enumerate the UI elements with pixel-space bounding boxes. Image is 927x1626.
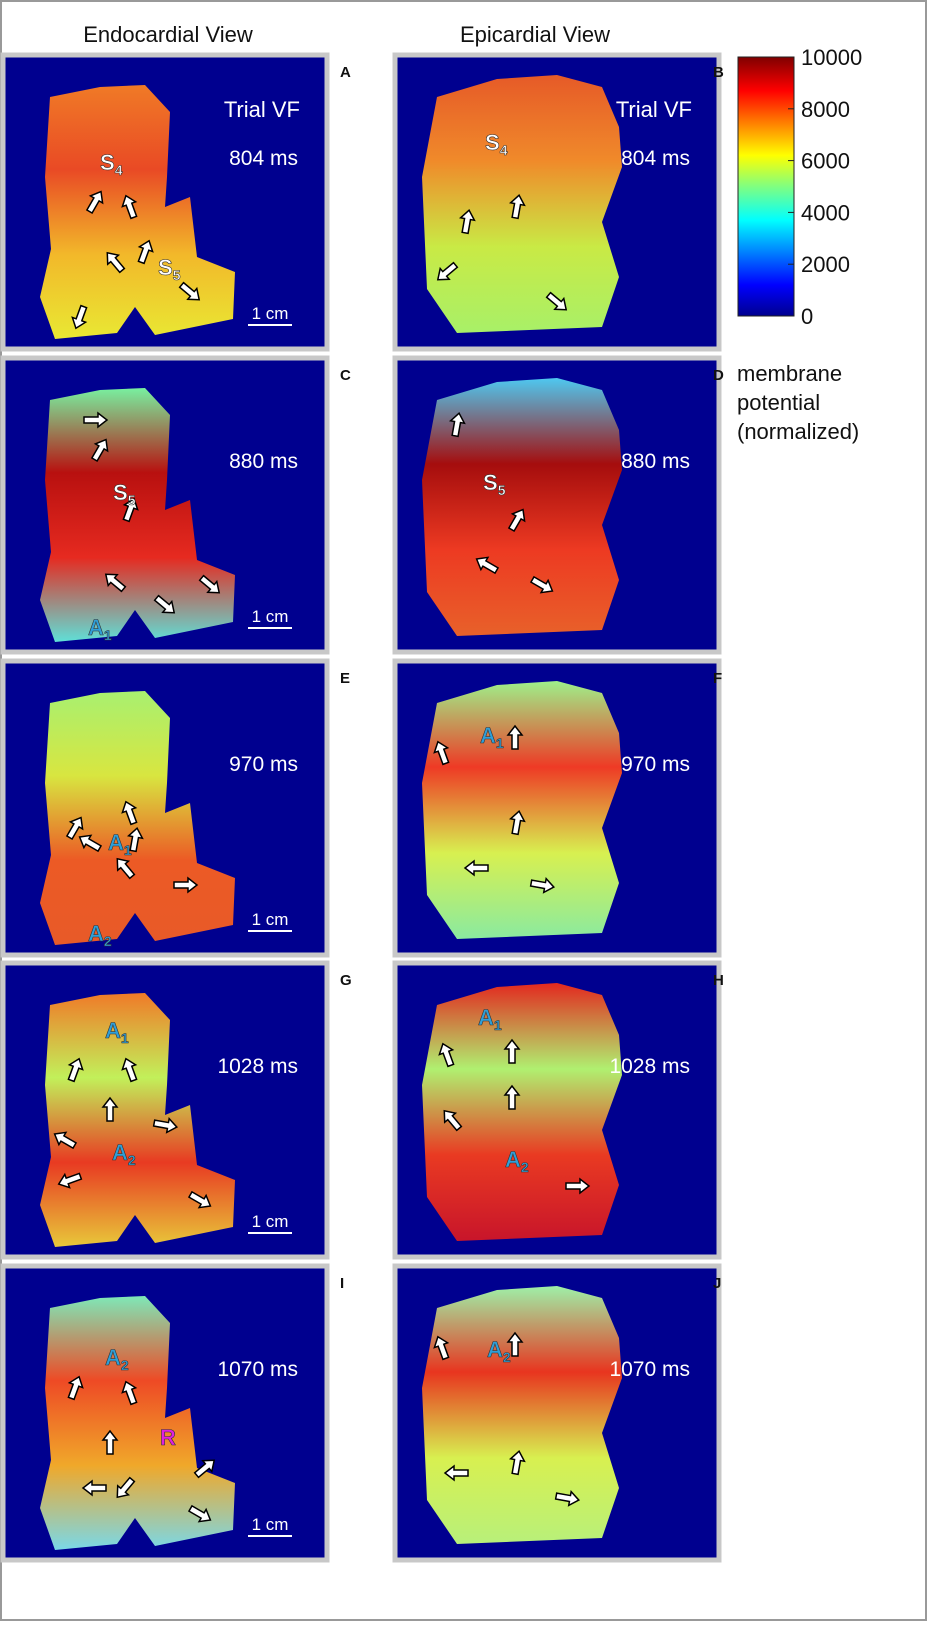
panel-letter: E bbox=[340, 670, 350, 687]
wave-label-letter: S bbox=[113, 480, 128, 505]
wave-label-sub: 5 bbox=[498, 482, 506, 498]
panel-letter: C bbox=[340, 367, 351, 384]
wave-label-letter: S bbox=[485, 130, 500, 155]
trial-label: Trial VF bbox=[616, 97, 692, 122]
wave-label-sub: 2 bbox=[121, 1357, 129, 1373]
panel-letter: D bbox=[713, 367, 724, 384]
panel-letter: I bbox=[340, 1275, 344, 1292]
wave-label-letter: S bbox=[100, 150, 115, 175]
panel: 970 ms A1 bbox=[395, 661, 719, 955]
wave-label-sub: 1 bbox=[121, 1030, 129, 1046]
tissue-map bbox=[422, 1286, 622, 1544]
wave-label-sub: 1 bbox=[104, 627, 112, 643]
panel: 880 ms 1 cm S5 A1 bbox=[3, 358, 327, 652]
scale-label: 1 cm bbox=[252, 304, 289, 323]
panel-letter: G bbox=[340, 972, 352, 989]
wave-label-letter: A bbox=[505, 1147, 521, 1172]
time-label: 1028 ms bbox=[217, 1055, 298, 1078]
wave-label-sub: 5 bbox=[128, 492, 136, 508]
wave-label-sub: 1 bbox=[494, 1017, 502, 1033]
colorbar-tick-label: 4000 bbox=[801, 200, 850, 225]
column-header: Epicardial View bbox=[460, 22, 610, 47]
panel: 880 ms S5 bbox=[395, 358, 719, 652]
trial-label: Trial VF bbox=[224, 97, 300, 122]
time-label: 1028 ms bbox=[609, 1055, 690, 1078]
panel: 1070 ms 1 cm A2 R bbox=[3, 1266, 327, 1560]
panel-letter: J bbox=[713, 1275, 721, 1292]
colorbar-tick-label: 0 bbox=[801, 304, 813, 329]
wave-label-letter: S bbox=[483, 470, 498, 495]
colorbar-tick-label: 2000 bbox=[801, 252, 850, 277]
wave-label-letter: A bbox=[108, 830, 124, 855]
wave-label-sub: 4 bbox=[115, 162, 123, 178]
colorbar-caption: membrane bbox=[737, 361, 842, 386]
wave-label-letter: A bbox=[480, 723, 496, 748]
wave-label-sub: 1 bbox=[496, 735, 504, 751]
scale-label: 1 cm bbox=[252, 910, 289, 929]
wave-label-sub: 4 bbox=[500, 142, 508, 158]
panel: Trial VF 804 ms S4 bbox=[395, 55, 719, 349]
panel: 1028 msA1A2 bbox=[395, 963, 719, 1257]
colorbar-tick-label: 8000 bbox=[801, 97, 850, 122]
wave-label-letter: A bbox=[88, 615, 104, 640]
wave-label-letter: A bbox=[478, 1005, 494, 1030]
wave-label: R bbox=[160, 1425, 176, 1450]
panel: 1070 ms A2 bbox=[395, 1266, 719, 1560]
scale-label: 1 cm bbox=[252, 607, 289, 626]
wave-label-letter: A bbox=[487, 1337, 503, 1362]
time-label: 804 ms bbox=[621, 147, 690, 170]
panel-letter: H bbox=[713, 972, 724, 989]
colorbar-tick-label: 10000 bbox=[801, 45, 862, 70]
panel: 1028 ms1 cmA1A2 bbox=[3, 963, 327, 1257]
wave-label-sub: 2 bbox=[128, 1152, 136, 1168]
colorbar bbox=[738, 57, 794, 316]
time-label: 880 ms bbox=[621, 450, 690, 473]
tissue-map bbox=[422, 378, 622, 636]
tissue-map bbox=[422, 681, 622, 939]
panel-letter: A bbox=[340, 64, 351, 81]
colorbar-tick-label: 6000 bbox=[801, 149, 850, 174]
time-label: 880 ms bbox=[229, 450, 298, 473]
wave-label-letter: A bbox=[88, 921, 104, 946]
wave-label-letter: R bbox=[160, 1425, 176, 1450]
colorbar-caption: potential bbox=[737, 390, 820, 415]
time-label: 1070 ms bbox=[217, 1358, 298, 1381]
wave-label-letter: A bbox=[105, 1345, 121, 1370]
panel: Trial VF804 ms1 cmS4S5 bbox=[3, 55, 327, 349]
figure: Endocardial View Epicardial View Trial VF 8… bbox=[0, 0, 927, 1621]
column-header: Endocardial View bbox=[83, 22, 253, 47]
time-label: 970 ms bbox=[229, 753, 298, 776]
panel-letter: F bbox=[713, 670, 722, 687]
wave-label-sub: 2 bbox=[104, 933, 112, 949]
time-label: 804 ms bbox=[229, 147, 298, 170]
time-label: 970 ms bbox=[621, 753, 690, 776]
wave-label-letter: A bbox=[105, 1018, 121, 1043]
time-label: 1070 ms bbox=[609, 1358, 690, 1381]
wave-label-sub: 2 bbox=[521, 1159, 529, 1175]
wave-label-sub: 5 bbox=[173, 267, 181, 283]
wave-label-letter: A bbox=[112, 1140, 128, 1165]
scale-label: 1 cm bbox=[252, 1515, 289, 1534]
scale-label: 1 cm bbox=[252, 1212, 289, 1231]
colorbar-caption: (normalized) bbox=[737, 419, 859, 444]
wave-label-sub: 1 bbox=[124, 842, 132, 858]
wave-label-sub: 2 bbox=[503, 1349, 511, 1365]
wave-label-letter: S bbox=[158, 255, 173, 280]
panel-letter: B bbox=[713, 64, 724, 81]
